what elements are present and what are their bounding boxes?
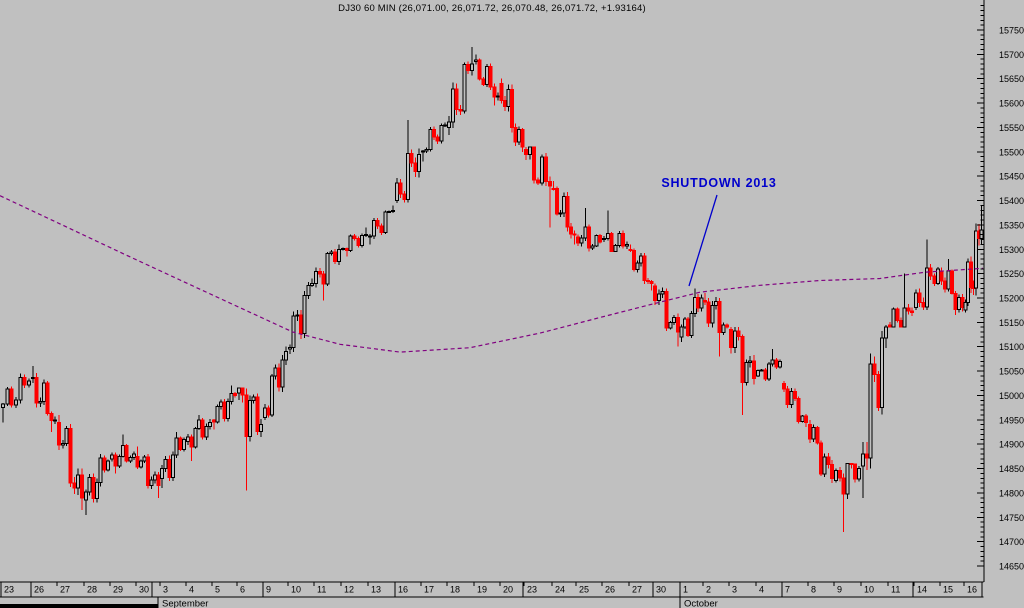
x-axis-month-label: October [684, 599, 718, 608]
x-axis-day-label: 13 [371, 585, 381, 595]
x-axis-day-label: 12 [344, 585, 354, 595]
x-axis-day-label: 26 [34, 585, 44, 595]
x-axis-day-label: 11 [317, 585, 326, 595]
x-axis-day-label: 3 [163, 585, 168, 595]
y-axis-label: 15550 [999, 123, 1024, 133]
y-axis-label: 15700 [999, 50, 1024, 60]
y-axis-label: 15250 [999, 269, 1024, 279]
y-axis-label: 15000 [999, 391, 1024, 401]
x-axis: 23 26 27 28 29 30 3 4 5 6 9 10 11 12 13 16 17 18 19 20 23 24 2… [0, 581, 984, 608]
y-axis-label: 15500 [999, 147, 1024, 157]
y-axis-label: 15350 [999, 220, 1024, 230]
x-axis-day-label: 27 [60, 585, 70, 595]
h-scrollbar-thumb[interactable] [0, 604, 158, 608]
y-axis-label: 15400 [999, 196, 1024, 206]
x-axis-day-label: 10 [291, 585, 301, 595]
candles [1, 47, 984, 532]
x-axis-day-label: 4 [759, 585, 764, 595]
y-axis-label: 15450 [999, 172, 1024, 182]
x-axis-month-label: September [162, 599, 208, 608]
x-axis-day-label: 28 [87, 585, 97, 595]
x-axis-day-label: 4 [189, 585, 194, 595]
x-axis-day-label: 6 [240, 585, 245, 595]
x-axis-day-label: 15 [943, 585, 953, 595]
x-axis-day-label: 9 [837, 585, 842, 595]
x-axis-day-label: 30 [656, 585, 666, 595]
moving-average-line [0, 195, 984, 353]
x-axis-day-label: 19 [477, 585, 487, 595]
x-axis-day-label: 16 [967, 585, 977, 595]
x-axis-day-label: 11 [891, 585, 900, 595]
y-axis: 15750 15700 15650 15600 15550 15500 15450 15400… [977, 0, 1024, 582]
x-axis-day-label: 30 [139, 585, 149, 595]
x-axis-day-label: 16 [398, 585, 408, 595]
y-axis-label: 15600 [999, 99, 1024, 109]
y-axis-label: 15300 [999, 245, 1024, 255]
y-axis-label: 14700 [999, 537, 1024, 547]
x-axis-day-label: 10 [864, 585, 874, 595]
x-axis-day-label: 29 [113, 585, 123, 595]
x-axis-day-label: 26 [605, 585, 615, 595]
x-axis-day-label: 14 [917, 585, 927, 595]
y-axis-label: 14900 [999, 440, 1024, 450]
shutdown-annotation-label: SHUTDOWN 2013 [661, 176, 776, 190]
y-axis-label: 15050 [999, 367, 1024, 377]
y-axis-label: 15200 [999, 294, 1024, 304]
x-axis-day-label: 9 [266, 585, 271, 595]
y-axis-label: 15750 [999, 26, 1024, 36]
y-axis-label: 15650 [999, 74, 1024, 84]
y-axis-label: 15150 [999, 318, 1024, 328]
x-axis-day-label: 7 [785, 585, 790, 595]
x-axis-day-label: 20 [503, 585, 513, 595]
chart-title: DJ30 60 MIN (26,071.00, 26,071.72, 26,07… [338, 3, 646, 14]
y-axis-label: 14650 [999, 562, 1024, 572]
x-axis-day-label: 25 [579, 585, 589, 595]
x-axis-day-label: 23 [4, 585, 14, 595]
x-axis-day-label: 2 [706, 585, 711, 595]
x-axis-day-label: 24 [555, 585, 565, 595]
shutdown-annotation: SHUTDOWN 2013 [661, 176, 776, 287]
x-axis-day-label: 27 [632, 585, 642, 595]
y-axis-label: 14950 [999, 415, 1024, 425]
x-axis-day-label: 17 [424, 585, 434, 595]
y-axis-label: 14750 [999, 513, 1024, 523]
x-axis-day-label: 1 [683, 585, 688, 595]
x-axis-day-label: 3 [732, 585, 737, 595]
x-axis-day-label: 5 [215, 585, 220, 595]
y-axis-label: 14850 [999, 464, 1024, 474]
y-axis-label: 14800 [999, 488, 1024, 498]
x-axis-day-label: 23 [527, 585, 537, 595]
x-axis-day-label: 18 [450, 585, 460, 595]
x-axis-day-label: 8 [811, 585, 816, 595]
y-axis-label: 15100 [999, 342, 1024, 352]
shutdown-annotation-arrow [688, 194, 718, 287]
